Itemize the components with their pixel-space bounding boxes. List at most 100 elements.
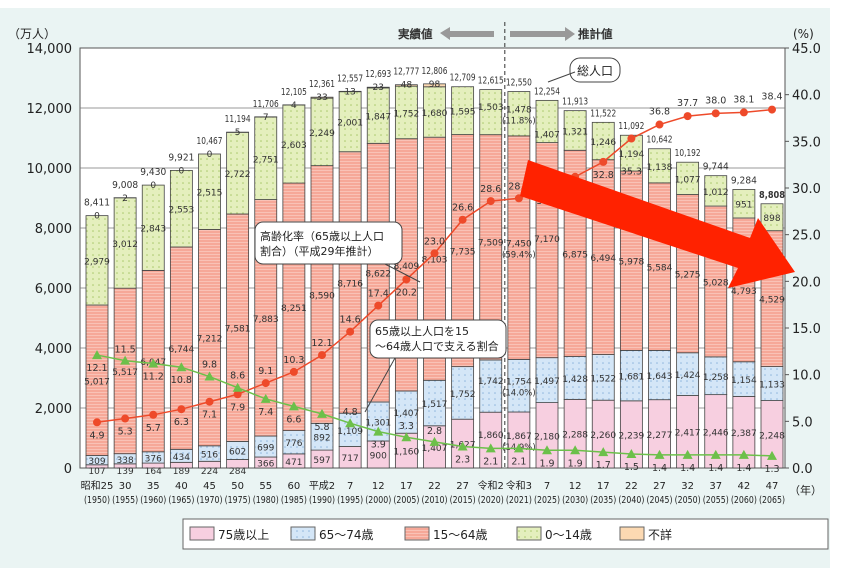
total-label: 12,806: [422, 66, 448, 77]
support-ratio-label: 8.6: [230, 371, 245, 382]
total-callout-text: 総人口: [577, 64, 613, 78]
bar-value-label: 1,754: [506, 378, 532, 388]
support-ratio-label: 1.4: [652, 463, 667, 474]
x-tick-year: (2065): [759, 495, 785, 506]
x-tick-year: (2020): [478, 495, 504, 506]
support-ratio-point: [513, 443, 524, 453]
bar-value-label: 1,595: [450, 108, 476, 118]
bar-value-label: 602: [229, 447, 246, 457]
bar-value-label: 1,860: [478, 431, 504, 441]
bar-segment-0-14: [479, 89, 503, 136]
total-label: 12,557: [337, 73, 363, 84]
bar-value-label: 7,581: [225, 325, 251, 335]
bar-value-label: 8,716: [337, 279, 363, 289]
support-ratio-point: [710, 449, 721, 459]
bar-value-label: 6,875: [562, 250, 588, 260]
bar-value-label: 309: [88, 457, 105, 467]
bar-value-label: 33: [316, 93, 327, 103]
support-ratio-point: [767, 450, 777, 460]
aging-rate-point: [486, 197, 495, 206]
aging-rate-point: [430, 249, 439, 258]
support-ratio-point: [682, 449, 693, 459]
bar-value-label: 699: [257, 444, 274, 454]
total-callout-box: [569, 57, 621, 83]
x-tick-year: (1985): [281, 495, 307, 506]
callout-line: 割合）（平成29年推計）: [260, 244, 379, 258]
bar-value-label: 4,529: [759, 296, 785, 306]
total-label: 10,192: [675, 148, 701, 159]
support-ratio-label: 3.9: [371, 440, 386, 451]
left-tick-label: 6,000: [35, 282, 72, 297]
bar-segment-unknown: [310, 96, 334, 99]
x-tick-era: 37: [709, 481, 722, 492]
support-ratio-point: [485, 443, 496, 453]
legend-label: 不詳: [648, 527, 672, 542]
bar-value-label: 1,407: [422, 444, 448, 454]
bar-value-label: 8,409: [393, 262, 419, 272]
x-tick-era: 17: [597, 481, 610, 492]
x-tick-era: 平成2: [309, 480, 335, 492]
bar-value-label: 1,301: [365, 418, 391, 428]
bar-value-label: 376: [145, 454, 162, 464]
bar-value-label: 2,180: [534, 432, 560, 442]
bar-value-label: 1,424: [675, 371, 701, 381]
bar-value-label: 434: [173, 453, 190, 463]
bar-value-label: 5,017: [84, 377, 110, 387]
bar-value-label: 2,515: [197, 189, 223, 199]
aging-rate-point: [261, 379, 270, 388]
bar-value-label: 1,194: [618, 150, 644, 160]
bar-value-label: 2,260: [590, 431, 616, 441]
aging-rate-label: 20.2: [396, 287, 417, 298]
support-ratio-label: 1.3: [764, 464, 779, 475]
bar-value-label: 1,407: [393, 409, 419, 419]
x-tick-year: (1960): [140, 495, 166, 506]
bar-segment-0-14: [198, 153, 221, 230]
right-tick-label: 35.0: [792, 135, 821, 150]
bar-value-label: 8,622: [365, 270, 391, 280]
bar-value-label: 1,138: [647, 163, 673, 173]
aging-rate-label: 28.9: [508, 181, 529, 192]
support-ratio-label: 1.4: [708, 463, 723, 474]
bar-value-label: 164: [145, 467, 162, 477]
x-tick-era: 令和2: [478, 479, 504, 492]
aging-rate-label: 38.0: [705, 95, 726, 106]
bar-value-label: 8,590: [309, 291, 335, 301]
total-label: 12,615: [478, 76, 504, 87]
support-ratio-label: 1.9: [568, 458, 583, 469]
x-tick-era: 47: [766, 481, 779, 492]
right-arrow-icon: [510, 27, 575, 41]
bar-segment-0-14: [85, 215, 109, 306]
bar-value-label: 6,494: [590, 254, 616, 264]
bar-value-label: 2,239: [618, 431, 644, 441]
aging-rate-point: [402, 275, 411, 284]
right-tick-label: 5.0: [792, 415, 813, 430]
bar-value-label: 1,160: [393, 448, 419, 458]
x-tick-era: 32: [681, 481, 694, 492]
x-tick-era: 35: [147, 481, 160, 492]
support-ratio-label: 1.7: [596, 460, 611, 471]
x-tick-year: (2055): [703, 495, 729, 506]
decline-arrow-icon: [520, 160, 795, 288]
aging-rate-point: [711, 109, 720, 118]
bar-value-label: 366: [257, 460, 274, 470]
support-ratio-point: [429, 436, 440, 446]
aging-rate-label: 37.7: [677, 98, 698, 109]
support-ratio-label: 10.8: [171, 375, 192, 386]
aging-rate-point: [768, 105, 776, 114]
bar-value-label: 898: [763, 214, 780, 224]
x-tick-year: (2000): [365, 495, 391, 506]
bar-value-label: 1,077: [675, 175, 701, 185]
bar-value-label: 1,503: [478, 103, 504, 113]
aging-rate-point: [346, 327, 355, 336]
aging-rate-point: [205, 397, 214, 406]
aging-rate-label: 5.7: [146, 423, 161, 434]
bar-value-label: 5,978: [618, 258, 644, 268]
support-ratio-point: [120, 355, 131, 365]
support-ratio-label: 7.4: [258, 407, 273, 418]
x-tick-year: (1970): [197, 495, 223, 506]
aging-rate-callout-text: 高齢化率（65歳以上人口割合）（平成29年推計）: [260, 229, 384, 258]
aging-rate-label: 38.4: [761, 92, 782, 103]
aging-rate-point: [374, 301, 383, 310]
x-tick-era: 12: [569, 481, 582, 492]
bar-value-label: 0: [150, 181, 156, 191]
